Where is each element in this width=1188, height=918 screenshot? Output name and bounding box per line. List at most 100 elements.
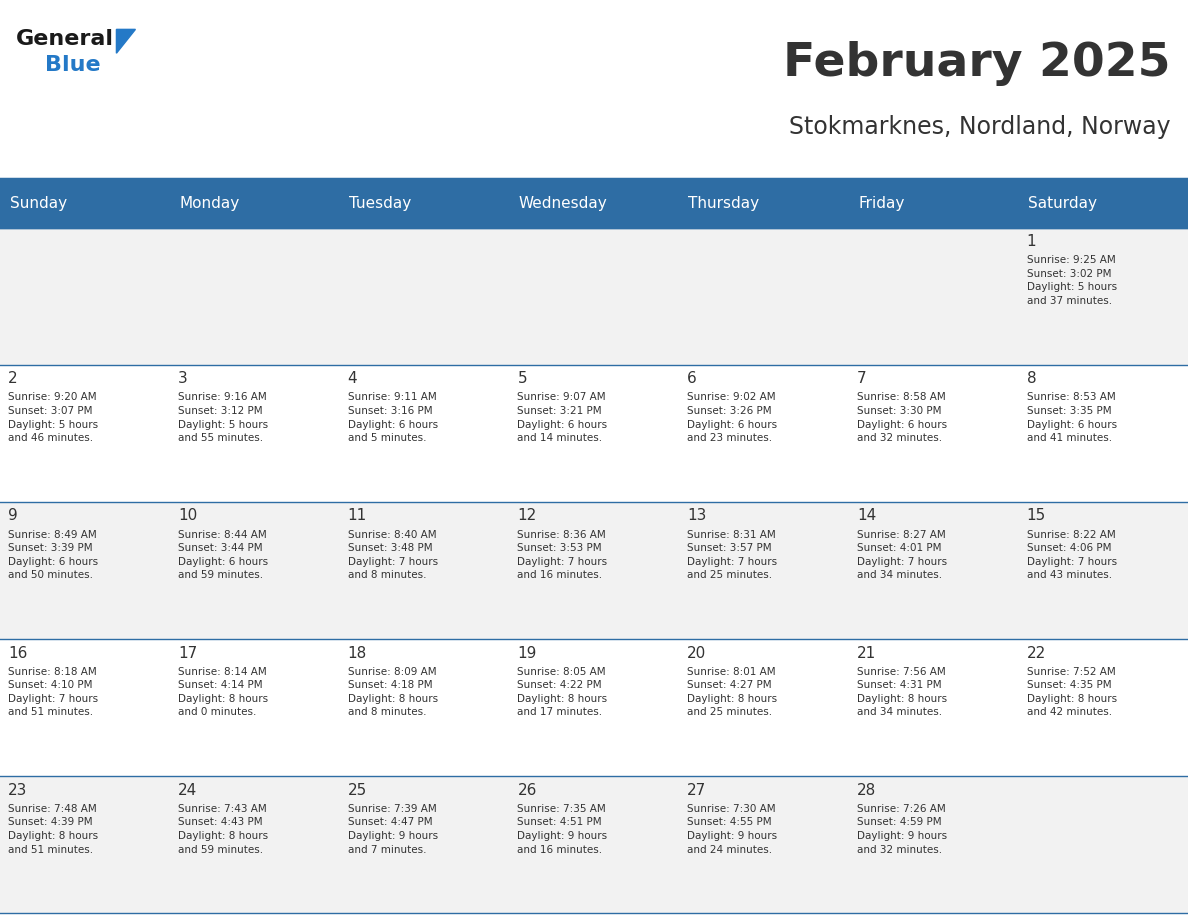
Bar (1018, 364, 1188, 502)
Bar (0, 639, 170, 777)
Text: Sunrise: 8:36 AM
Sunset: 3:53 PM
Daylight: 7 hours
and 16 minutes.: Sunrise: 8:36 AM Sunset: 3:53 PM Dayligh… (518, 530, 607, 580)
Text: 11: 11 (348, 509, 367, 523)
Text: Wednesday: Wednesday (519, 196, 607, 211)
Text: 13: 13 (687, 509, 707, 523)
Text: Sunrise: 7:39 AM
Sunset: 4:47 PM
Daylight: 9 hours
and 7 minutes.: Sunrise: 7:39 AM Sunset: 4:47 PM Dayligh… (348, 804, 438, 855)
Text: Sunrise: 7:26 AM
Sunset: 4:59 PM
Daylight: 9 hours
and 32 minutes.: Sunrise: 7:26 AM Sunset: 4:59 PM Dayligh… (857, 804, 947, 855)
Text: Thursday: Thursday (688, 196, 759, 211)
Bar (848, 639, 1018, 777)
Text: Stokmarknes, Nordland, Norway: Stokmarknes, Nordland, Norway (789, 115, 1170, 139)
Text: Sunrise: 8:18 AM
Sunset: 4:10 PM
Daylight: 7 hours
and 51 minutes.: Sunrise: 8:18 AM Sunset: 4:10 PM Dayligh… (8, 666, 99, 718)
Text: 18: 18 (348, 645, 367, 661)
Text: 6: 6 (687, 371, 697, 386)
Text: 14: 14 (857, 509, 876, 523)
Bar (0, 364, 170, 502)
Bar (510, 777, 678, 913)
Text: 2: 2 (8, 371, 18, 386)
Text: Sunrise: 9:11 AM
Sunset: 3:16 PM
Daylight: 6 hours
and 5 minutes.: Sunrise: 9:11 AM Sunset: 3:16 PM Dayligh… (348, 392, 438, 443)
Bar (510, 179, 678, 228)
Bar (1018, 777, 1188, 913)
Text: 24: 24 (178, 783, 197, 798)
Bar (170, 777, 340, 913)
Bar (678, 364, 848, 502)
Text: Sunrise: 8:05 AM
Sunset: 4:22 PM
Daylight: 8 hours
and 17 minutes.: Sunrise: 8:05 AM Sunset: 4:22 PM Dayligh… (518, 666, 607, 718)
Text: Sunrise: 9:20 AM
Sunset: 3:07 PM
Daylight: 5 hours
and 46 minutes.: Sunrise: 9:20 AM Sunset: 3:07 PM Dayligh… (8, 392, 99, 443)
Polygon shape (116, 29, 135, 53)
Text: Sunrise: 8:31 AM
Sunset: 3:57 PM
Daylight: 7 hours
and 25 minutes.: Sunrise: 8:31 AM Sunset: 3:57 PM Dayligh… (687, 530, 777, 580)
Text: 20: 20 (687, 645, 707, 661)
Bar (170, 502, 340, 639)
Text: 27: 27 (687, 783, 707, 798)
Bar (0, 228, 170, 364)
Text: 25: 25 (348, 783, 367, 798)
Text: Blue: Blue (45, 55, 101, 75)
Bar (678, 777, 848, 913)
Bar (678, 502, 848, 639)
Text: Sunrise: 9:16 AM
Sunset: 3:12 PM
Daylight: 5 hours
and 55 minutes.: Sunrise: 9:16 AM Sunset: 3:12 PM Dayligh… (178, 392, 268, 443)
Text: Sunrise: 8:09 AM
Sunset: 4:18 PM
Daylight: 8 hours
and 8 minutes.: Sunrise: 8:09 AM Sunset: 4:18 PM Dayligh… (348, 666, 438, 718)
Text: Tuesday: Tuesday (349, 196, 411, 211)
Text: Sunrise: 7:30 AM
Sunset: 4:55 PM
Daylight: 9 hours
and 24 minutes.: Sunrise: 7:30 AM Sunset: 4:55 PM Dayligh… (687, 804, 777, 855)
Text: Friday: Friday (858, 196, 904, 211)
Text: Sunrise: 8:40 AM
Sunset: 3:48 PM
Daylight: 7 hours
and 8 minutes.: Sunrise: 8:40 AM Sunset: 3:48 PM Dayligh… (348, 530, 438, 580)
Text: Sunday: Sunday (10, 196, 67, 211)
Text: 23: 23 (8, 783, 27, 798)
Text: 10: 10 (178, 509, 197, 523)
Bar (170, 228, 340, 364)
Text: February 2025: February 2025 (783, 41, 1170, 86)
Text: Sunrise: 8:44 AM
Sunset: 3:44 PM
Daylight: 6 hours
and 59 minutes.: Sunrise: 8:44 AM Sunset: 3:44 PM Dayligh… (178, 530, 268, 580)
Text: 8: 8 (1026, 371, 1036, 386)
Text: 15: 15 (1026, 509, 1045, 523)
Bar (340, 777, 510, 913)
Text: 26: 26 (518, 783, 537, 798)
Bar (1018, 502, 1188, 639)
Bar (170, 179, 340, 228)
Bar (340, 228, 510, 364)
Bar (510, 639, 678, 777)
Text: Monday: Monday (179, 196, 240, 211)
Bar (510, 364, 678, 502)
Text: 3: 3 (178, 371, 188, 386)
Bar (340, 364, 510, 502)
Bar (848, 502, 1018, 639)
Text: Sunrise: 9:07 AM
Sunset: 3:21 PM
Daylight: 6 hours
and 14 minutes.: Sunrise: 9:07 AM Sunset: 3:21 PM Dayligh… (518, 392, 607, 443)
Bar (340, 179, 510, 228)
Bar (848, 777, 1018, 913)
Text: Sunrise: 9:25 AM
Sunset: 3:02 PM
Daylight: 5 hours
and 37 minutes.: Sunrise: 9:25 AM Sunset: 3:02 PM Dayligh… (1026, 255, 1117, 306)
Text: 7: 7 (857, 371, 866, 386)
Text: Sunrise: 8:53 AM
Sunset: 3:35 PM
Daylight: 6 hours
and 41 minutes.: Sunrise: 8:53 AM Sunset: 3:35 PM Dayligh… (1026, 392, 1117, 443)
Bar (678, 639, 848, 777)
Text: 16: 16 (8, 645, 27, 661)
Text: 5: 5 (518, 371, 527, 386)
Text: Sunrise: 8:01 AM
Sunset: 4:27 PM
Daylight: 8 hours
and 25 minutes.: Sunrise: 8:01 AM Sunset: 4:27 PM Dayligh… (687, 666, 777, 718)
Bar (1018, 228, 1188, 364)
Text: 4: 4 (348, 371, 358, 386)
Text: Sunrise: 8:14 AM
Sunset: 4:14 PM
Daylight: 8 hours
and 0 minutes.: Sunrise: 8:14 AM Sunset: 4:14 PM Dayligh… (178, 666, 268, 718)
Text: Sunrise: 7:48 AM
Sunset: 4:39 PM
Daylight: 8 hours
and 51 minutes.: Sunrise: 7:48 AM Sunset: 4:39 PM Dayligh… (8, 804, 99, 855)
Text: Sunrise: 9:02 AM
Sunset: 3:26 PM
Daylight: 6 hours
and 23 minutes.: Sunrise: 9:02 AM Sunset: 3:26 PM Dayligh… (687, 392, 777, 443)
Text: 19: 19 (518, 645, 537, 661)
Bar (678, 228, 848, 364)
Bar (510, 502, 678, 639)
Bar (848, 364, 1018, 502)
Text: 1: 1 (1026, 234, 1036, 249)
Text: Sunrise: 8:27 AM
Sunset: 4:01 PM
Daylight: 7 hours
and 34 minutes.: Sunrise: 8:27 AM Sunset: 4:01 PM Dayligh… (857, 530, 947, 580)
Text: Sunrise: 8:58 AM
Sunset: 3:30 PM
Daylight: 6 hours
and 32 minutes.: Sunrise: 8:58 AM Sunset: 3:30 PM Dayligh… (857, 392, 947, 443)
Text: Sunrise: 7:35 AM
Sunset: 4:51 PM
Daylight: 9 hours
and 16 minutes.: Sunrise: 7:35 AM Sunset: 4:51 PM Dayligh… (518, 804, 607, 855)
Bar (0, 179, 170, 228)
Text: Saturday: Saturday (1028, 196, 1097, 211)
Bar (848, 179, 1018, 228)
Bar (340, 502, 510, 639)
Text: 28: 28 (857, 783, 876, 798)
Bar (1018, 179, 1188, 228)
Text: 12: 12 (518, 509, 537, 523)
Bar (170, 364, 340, 502)
Bar (1018, 639, 1188, 777)
Text: 17: 17 (178, 645, 197, 661)
Text: Sunrise: 7:52 AM
Sunset: 4:35 PM
Daylight: 8 hours
and 42 minutes.: Sunrise: 7:52 AM Sunset: 4:35 PM Dayligh… (1026, 666, 1117, 718)
Text: 22: 22 (1026, 645, 1045, 661)
Text: 21: 21 (857, 645, 876, 661)
Bar (848, 228, 1018, 364)
Bar (340, 639, 510, 777)
Text: Sunrise: 8:22 AM
Sunset: 4:06 PM
Daylight: 7 hours
and 43 minutes.: Sunrise: 8:22 AM Sunset: 4:06 PM Dayligh… (1026, 530, 1117, 580)
